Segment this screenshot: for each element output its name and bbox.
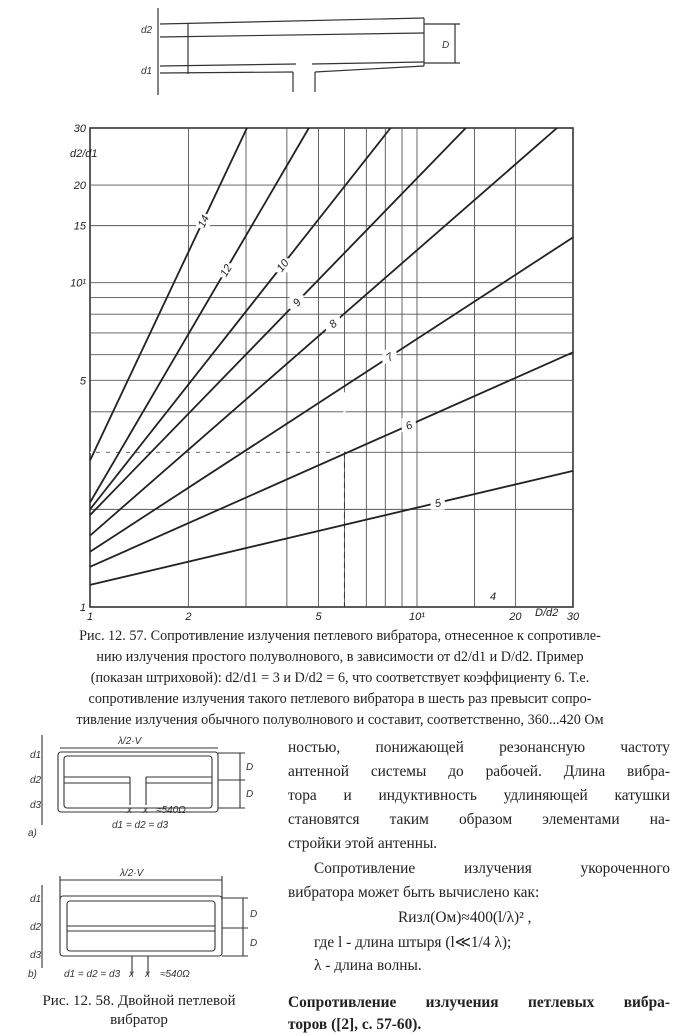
curve-label-bg — [275, 258, 290, 273]
body-line: стройки этой антенны. — [288, 835, 438, 852]
y-tick-label: 5 — [80, 375, 87, 387]
caption-57-line: (показан штриховой): d2/d1 = 3 и D/d2 = … — [90, 670, 590, 686]
fig-a-equation: d1 = d2 = d3 — [112, 820, 169, 831]
fig-a-terminal: x — [126, 805, 133, 816]
x-tick-label: 1 — [87, 611, 93, 623]
section-heading: торов ([2], с. 57-60). — [288, 1016, 422, 1033]
fig-a-terminal: x — [142, 805, 149, 816]
y-tick-label: 10¹ — [70, 278, 86, 290]
y-tick-label: 20 — [73, 180, 87, 192]
d2-label: d2 — [141, 25, 153, 36]
fig-b-d3-label: d3 — [30, 950, 42, 961]
fig-a-d2-label: d2 — [30, 775, 42, 786]
folded-dipole-diagram: d2 d1 D — [141, 8, 460, 95]
x-tick-label: 5 — [315, 611, 322, 623]
body-line: где l - длина штыря (l≪1/4 λ); — [314, 934, 512, 951]
curve-6 — [89, 351, 574, 568]
curve-7 — [89, 236, 574, 553]
curve-label-bg — [289, 295, 304, 310]
fig-b-tag: b) — [28, 969, 37, 980]
plot-frame — [89, 127, 574, 608]
fig-a-tag: a) — [28, 828, 37, 839]
curve-label-6: 6 — [404, 419, 415, 433]
body-line: тора и индуктивность удлиняющей катушки — [288, 787, 670, 804]
fig-b-impedance: ≈540Ω — [160, 969, 190, 980]
body-line: становятся таким образом элементами на- — [288, 811, 670, 828]
x-tick-label: 30 — [567, 611, 580, 623]
fig-a-length-label: λ/2·V — [117, 736, 143, 747]
fig-b-terminal: x — [128, 969, 135, 980]
body-line: Сопротивление излучения укороченного — [314, 860, 670, 877]
fig-b-D-label: D — [250, 909, 257, 920]
formula: Rизл(Ом)≈400(l/λ)² , — [398, 909, 532, 926]
d1-label: d1 — [141, 66, 152, 77]
caption-57-line: тивление излучения обычного полуволновог… — [76, 712, 604, 728]
body-line: антенной системы до рабочей. Длина вибра… — [288, 763, 670, 780]
curve-12 — [89, 127, 310, 503]
body-line: вибратора может быть вычислено как: — [288, 884, 540, 901]
fig-a-d1-label: d1 — [30, 750, 41, 761]
fig-b-terminal: x — [144, 969, 151, 980]
y-tick-label: 15 — [74, 221, 87, 233]
fig-a-D-label: D — [246, 789, 253, 800]
curve-10 — [89, 127, 392, 510]
fig-a-impedance: ≈540Ω — [156, 805, 186, 816]
curve-5 — [89, 469, 574, 586]
caption-57-line: Рис. 12. 57. Сопротивление излучения пет… — [79, 628, 601, 644]
y-axis-label: d2/d1 — [70, 148, 98, 160]
chart-annotation: 4 — [490, 591, 496, 603]
double-folded-dipole-diagrams: λ/2·V d1 d2 d3 D D x x ≈540Ω d1 = d2 = d… — [28, 735, 257, 980]
fig-b-D-label: D — [250, 938, 257, 949]
caption-57-line: нию излучения простого полуволнового, в … — [96, 649, 584, 665]
x-tick-label: 2 — [184, 611, 191, 623]
curve-label-bg — [196, 214, 211, 229]
caption-58-line: вибратор — [110, 1012, 168, 1028]
fig-b-length-label: λ/2·V — [119, 868, 145, 879]
curve-label-bg — [325, 316, 340, 331]
curve-8 — [89, 127, 558, 537]
section-heading: Сопротивление излучения петлевых вибра- — [288, 994, 670, 1011]
fig-a-d3-label: d3 — [30, 800, 42, 811]
curve-9 — [89, 127, 467, 516]
fig-a-D-label: D — [246, 762, 253, 773]
body-line: λ - длина волны. — [314, 957, 422, 974]
curve-14 — [89, 127, 248, 461]
fig-b-d1-label: d1 — [30, 894, 41, 905]
curve-label-12: 12 — [218, 263, 235, 280]
D-label: D — [442, 40, 449, 51]
x-tick-label: 10¹ — [409, 611, 425, 623]
curve-label-5: 5 — [434, 497, 444, 510]
x-tick-label: 20 — [508, 611, 522, 623]
y-tick-label: 1 — [80, 602, 86, 614]
fig-b-d2-label: d2 — [30, 922, 42, 933]
caption-58-line: Рис. 12. 58. Двойной петлевой — [42, 993, 236, 1009]
caption-57-line: сопротивление излучения такого петлевого… — [88, 691, 592, 707]
curve-label-14: 14 — [196, 213, 212, 229]
curve-label-bg — [218, 263, 233, 278]
fig-b-equation: d1 = d2 = d3 — [64, 969, 121, 980]
curve-label-bg — [430, 495, 445, 510]
y-tick-label: 30 — [74, 123, 87, 135]
body-line: ностью, понижающей резонансную частоту — [288, 739, 670, 756]
curve-label-bg — [401, 418, 416, 433]
curve-label-bg — [382, 349, 397, 364]
x-axis-label: D/d2 — [535, 607, 558, 619]
